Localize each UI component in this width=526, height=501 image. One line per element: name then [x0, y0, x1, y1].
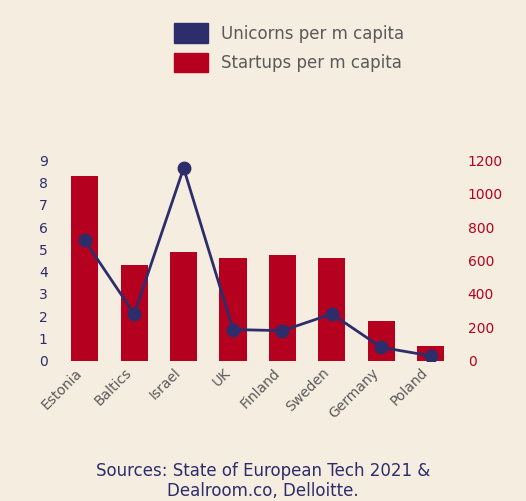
- Bar: [71, 176, 98, 361]
- Bar: [368, 321, 395, 361]
- Legend: Unicorns per m capita, Startups per m capita: Unicorns per m capita, Startups per m ca…: [175, 24, 404, 72]
- Bar: [120, 265, 148, 361]
- Bar: [417, 346, 444, 361]
- Text: Dealroom.co, Delloitte.: Dealroom.co, Delloitte.: [167, 482, 359, 500]
- Bar: [219, 259, 247, 361]
- Bar: [170, 252, 197, 361]
- Bar: [269, 255, 296, 361]
- Bar: [318, 259, 346, 361]
- Text: Sources: State of European Tech 2021 &: Sources: State of European Tech 2021 &: [96, 462, 430, 480]
